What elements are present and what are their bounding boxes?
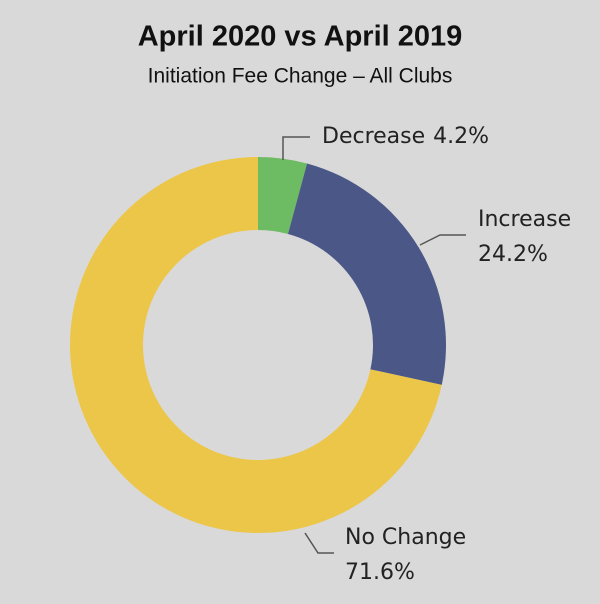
- leader-line: [282, 136, 310, 160]
- donut-slice: [287, 163, 446, 385]
- leader-line: [419, 234, 466, 246]
- slice-label: No Change: [345, 525, 466, 550]
- donut-slice: [258, 157, 308, 234]
- value-label: 71.6%: [345, 560, 415, 585]
- leader-line: [304, 532, 334, 554]
- chart-subtitle: Initiation Fee Change – All Clubs: [148, 65, 453, 88]
- value-label: 4.2%: [433, 124, 489, 149]
- slice-label: Decrease: [322, 124, 425, 149]
- slice-label: Increase: [478, 207, 571, 232]
- chart-title: April 2020 vs April 2019: [138, 21, 463, 53]
- donut-slice: [69, 157, 442, 533]
- value-label: 24.2%: [478, 242, 548, 267]
